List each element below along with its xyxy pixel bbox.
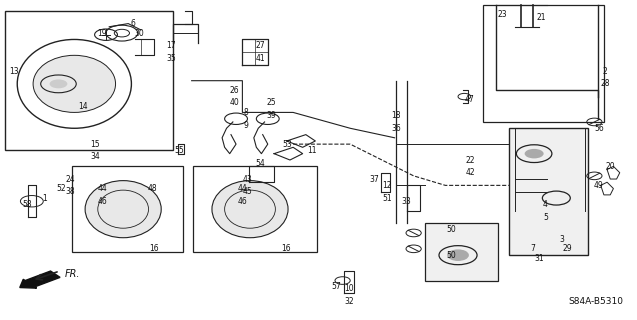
- Text: 20: 20: [605, 162, 615, 171]
- Text: FR.: FR.: [65, 269, 80, 279]
- Text: 36: 36: [391, 124, 401, 133]
- Text: 15: 15: [90, 140, 100, 148]
- Text: 51: 51: [382, 194, 392, 203]
- Text: 35: 35: [166, 54, 176, 63]
- Text: 34: 34: [90, 152, 100, 161]
- Text: 8: 8: [243, 108, 248, 117]
- Text: 10: 10: [344, 284, 354, 293]
- Text: 11: 11: [308, 146, 317, 155]
- Text: 45: 45: [243, 187, 252, 196]
- Ellipse shape: [85, 180, 161, 238]
- FancyArrow shape: [20, 271, 60, 288]
- Text: 14: 14: [78, 101, 87, 111]
- Text: 39: 39: [266, 111, 276, 120]
- Text: 7: 7: [531, 244, 535, 253]
- Circle shape: [448, 250, 468, 260]
- Text: 23: 23: [497, 10, 507, 19]
- Text: 21: 21: [537, 13, 547, 22]
- Circle shape: [525, 149, 543, 158]
- Text: 31: 31: [534, 254, 544, 263]
- Text: 29: 29: [562, 244, 572, 253]
- Text: 58: 58: [22, 200, 32, 209]
- Text: 3: 3: [559, 235, 564, 244]
- Text: 9: 9: [243, 121, 248, 130]
- Text: 50: 50: [447, 225, 457, 234]
- Text: 55: 55: [174, 146, 184, 155]
- FancyBboxPatch shape: [425, 223, 498, 281]
- FancyBboxPatch shape: [509, 128, 588, 255]
- Text: 46: 46: [238, 197, 247, 206]
- Text: 57: 57: [331, 282, 341, 292]
- Text: 46: 46: [98, 197, 108, 206]
- Text: 1: 1: [42, 194, 47, 203]
- Text: 18: 18: [391, 111, 401, 120]
- Text: 52: 52: [57, 184, 66, 193]
- Text: 50: 50: [447, 251, 457, 260]
- Text: 42: 42: [466, 168, 476, 177]
- Text: 40: 40: [230, 99, 240, 108]
- Text: 48: 48: [148, 184, 157, 193]
- Text: 4: 4: [543, 200, 548, 209]
- Text: 47: 47: [464, 95, 475, 104]
- Ellipse shape: [212, 180, 288, 238]
- Text: 16: 16: [281, 244, 290, 253]
- Text: 56: 56: [594, 124, 604, 133]
- Text: 38: 38: [65, 187, 75, 196]
- Text: 6: 6: [131, 19, 136, 28]
- Text: 43: 43: [243, 174, 252, 184]
- Text: 33: 33: [401, 197, 411, 206]
- Text: 44: 44: [238, 184, 247, 193]
- Text: 12: 12: [382, 181, 392, 190]
- Text: 5: 5: [543, 212, 548, 222]
- Text: 26: 26: [230, 86, 240, 95]
- Text: 25: 25: [266, 99, 276, 108]
- Text: 54: 54: [255, 159, 265, 168]
- Text: 32: 32: [344, 297, 354, 306]
- Text: 13: 13: [10, 67, 19, 76]
- Text: 28: 28: [601, 79, 610, 88]
- Text: 30: 30: [135, 28, 145, 38]
- Text: 53: 53: [282, 140, 292, 148]
- Text: 44: 44: [98, 184, 108, 193]
- Text: 49: 49: [594, 181, 604, 190]
- Text: 17: 17: [166, 41, 176, 50]
- Text: 2: 2: [603, 67, 608, 76]
- Text: 16: 16: [149, 244, 159, 253]
- Text: S84A-B5310: S84A-B5310: [568, 297, 623, 306]
- Text: 27: 27: [255, 41, 265, 50]
- Ellipse shape: [33, 55, 115, 112]
- Text: 19: 19: [97, 28, 106, 38]
- Text: 22: 22: [466, 156, 475, 164]
- Text: 37: 37: [369, 174, 379, 184]
- Text: 24: 24: [65, 174, 75, 184]
- Text: 41: 41: [255, 54, 265, 63]
- Circle shape: [50, 79, 68, 88]
